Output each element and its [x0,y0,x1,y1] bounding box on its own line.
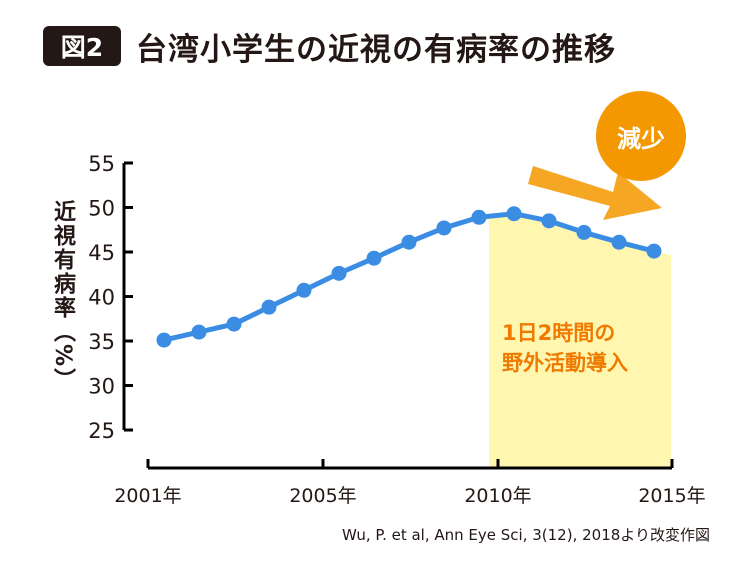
data-point-2007 [366,250,382,266]
figure-badge: 図2 [43,26,121,66]
data-point-2008 [401,234,417,250]
note-line-1: 1日2時間の [502,321,616,345]
data-point-2001 [156,332,172,348]
data-point-2009 [436,220,452,236]
decrease-badge: 減少 [596,91,686,181]
data-point-2006 [331,265,347,281]
y-tick-label: 30 [88,375,115,399]
chart-title: 台湾小学生の近視の有病率の推移 [136,32,616,68]
y-tick-label: 25 [88,419,115,443]
data-point-2005 [296,282,312,298]
data-point-2015 [646,243,662,259]
data-point-2010 [471,209,487,225]
note-line-2: 野外活動導入 [502,351,628,375]
y-tick-label: 45 [88,241,115,265]
decrease-arrow [528,166,662,220]
x-tick-label: 2015年 [638,485,705,507]
data-point-2004 [261,299,277,315]
data-point-2012 [541,213,557,229]
y-tick-label: 35 [88,330,115,354]
highlight-area [479,213,671,468]
y-tick-label: 50 [88,197,115,221]
source-citation: Wu, P. et al, Ann Eye Sci, 3(12), 2018より… [342,526,710,544]
x-tick-label: 2001年 [114,485,181,507]
y-axis-label: 近視有病率（%） [50,200,75,393]
data-point-2002 [191,324,207,340]
data-point-2011 [506,206,522,222]
y-tick-label: 55 [88,152,115,176]
y-tick-label: 40 [88,286,115,310]
data-point-2013 [576,224,592,240]
data-point-2003 [226,316,242,332]
intervention-note: 1日2時間の 野外活動導入 [502,318,628,378]
data-point-2014 [611,234,627,250]
x-tick-label: 2010年 [464,485,531,507]
x-tick-label: 2005年 [289,485,356,507]
